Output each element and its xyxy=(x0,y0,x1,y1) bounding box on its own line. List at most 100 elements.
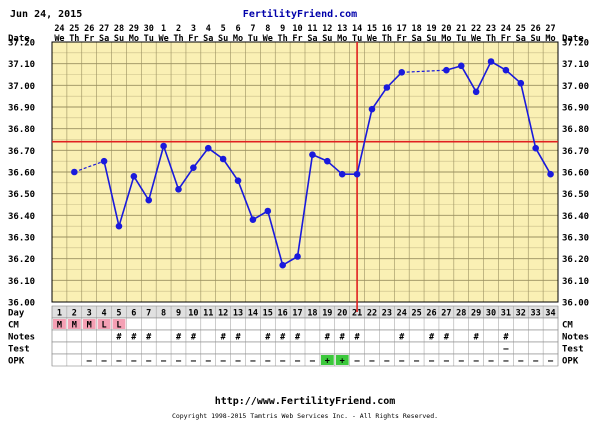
opk-negative-marker: – xyxy=(265,357,271,367)
notes-marker: # xyxy=(116,333,122,343)
date-label: 25 xyxy=(516,24,526,34)
weekday-label: Mo xyxy=(545,34,555,44)
opk-negative-marker: – xyxy=(221,357,227,367)
opk-negative-marker: – xyxy=(206,357,212,367)
temp-segment xyxy=(296,154,314,257)
weekday-label: Th xyxy=(486,34,496,44)
notes-marker: # xyxy=(355,333,361,343)
day-number: 4 xyxy=(102,309,107,319)
temp-segment xyxy=(103,160,120,227)
weekday-label: Su xyxy=(218,34,228,44)
opk-negative-marker: – xyxy=(250,357,256,367)
weekday-label: We xyxy=(54,34,64,44)
y-tick-label-left: 37.00 xyxy=(8,82,35,92)
y-tick-label-right: 36.40 xyxy=(562,212,589,222)
temp-point xyxy=(487,58,495,65)
opk-negative-marker: – xyxy=(518,357,524,367)
y-tick-label-right: 36.80 xyxy=(562,125,589,135)
weekday-label: Tu xyxy=(248,34,258,44)
weekday-label: Mo xyxy=(233,34,243,44)
date-label: 16 xyxy=(382,24,392,34)
temp-segment xyxy=(222,158,239,182)
date-label: 6 xyxy=(235,24,240,34)
footer-copyright: Copyright 1998-2015 Tamtris Web Services… xyxy=(172,412,438,420)
date-label: 25 xyxy=(69,24,79,34)
cm-value: M xyxy=(57,321,62,331)
temp-point xyxy=(279,261,286,269)
temp-point xyxy=(324,157,331,165)
date-label: 15 xyxy=(367,24,377,34)
opk-negative-marker: – xyxy=(429,357,435,367)
weekday-label: We xyxy=(263,34,273,44)
date-label: 11 xyxy=(307,24,317,34)
date-row-label-right: Date xyxy=(562,34,584,44)
day-number: 7 xyxy=(146,309,151,319)
temp-point xyxy=(443,66,450,74)
date-label: 9 xyxy=(280,24,285,34)
date-label: 7 xyxy=(250,24,255,34)
weekday-label: We xyxy=(158,34,168,44)
notes-marker: # xyxy=(503,333,509,343)
notes-row-label-right: Notes xyxy=(562,333,589,343)
date-label: 24 xyxy=(501,24,511,34)
day-number: 27 xyxy=(441,309,451,319)
cm-cell-fill xyxy=(112,319,126,329)
cm-cell-fill xyxy=(82,319,96,329)
weekday-label: Sa xyxy=(99,34,109,44)
test-row-label-right: Test xyxy=(562,345,584,355)
opk-negative-marker: – xyxy=(355,357,361,367)
temp-point xyxy=(264,207,272,215)
test-row-label: Test xyxy=(8,345,30,355)
y-tick-label-right: 37.00 xyxy=(562,82,589,92)
cm-value: L xyxy=(116,321,121,331)
opk-negative-marker: – xyxy=(488,357,494,367)
day-number: 31 xyxy=(501,309,511,319)
opk-negative-marker: – xyxy=(102,357,108,367)
notes-marker: # xyxy=(474,333,480,343)
y-tick-label-right: 36.60 xyxy=(562,169,589,179)
weekday-label: Mo xyxy=(337,34,347,44)
temp-segment xyxy=(520,82,537,149)
temp-segment xyxy=(386,71,403,89)
date-row-label: Date xyxy=(8,34,30,44)
temp-point xyxy=(71,168,78,176)
notes-marker: # xyxy=(176,333,182,343)
y-tick-label-left: 36.40 xyxy=(8,212,35,222)
temp-point xyxy=(309,151,316,158)
day-number: 21 xyxy=(352,309,362,319)
day-number: 12 xyxy=(218,309,228,319)
temp-point xyxy=(368,105,376,113)
cm-cell-fill xyxy=(97,319,111,329)
temp-point xyxy=(145,196,153,204)
chart-date-label: Jun 24, 2015 xyxy=(10,9,82,20)
y-tick-label-left: 36.30 xyxy=(8,234,35,244)
weekday-label: Su xyxy=(322,34,332,44)
date-label: 21 xyxy=(456,24,466,34)
day-row-label: Day xyxy=(8,309,25,319)
notes-marker: # xyxy=(295,333,301,343)
weekday-label: Tu xyxy=(352,34,362,44)
temp-point xyxy=(517,79,525,87)
cm-value: M xyxy=(87,321,92,331)
opk-negative-marker: – xyxy=(399,357,405,367)
notes-marker: # xyxy=(131,333,137,343)
y-tick-label-left: 36.70 xyxy=(8,147,35,157)
opk-negative-marker: – xyxy=(444,357,450,367)
weekday-label: Sa xyxy=(411,34,421,44)
y-tick-label-left: 36.00 xyxy=(8,299,35,309)
notes-marker: # xyxy=(325,333,331,343)
day-number: 25 xyxy=(411,309,421,319)
temp-point xyxy=(190,164,197,171)
opk-positive-marker: + xyxy=(340,357,345,367)
date-label: 26 xyxy=(84,24,94,34)
temp-segment-dashed xyxy=(401,69,447,73)
opk-negative-marker: – xyxy=(384,357,390,367)
opk-positive-fill xyxy=(320,355,334,365)
weekday-label: Fr xyxy=(188,34,198,44)
temp-point xyxy=(160,142,167,150)
notes-marker: # xyxy=(235,333,241,343)
date-label: 10 xyxy=(292,24,302,34)
day-number: 23 xyxy=(382,309,392,319)
day-number: 24 xyxy=(397,309,407,319)
